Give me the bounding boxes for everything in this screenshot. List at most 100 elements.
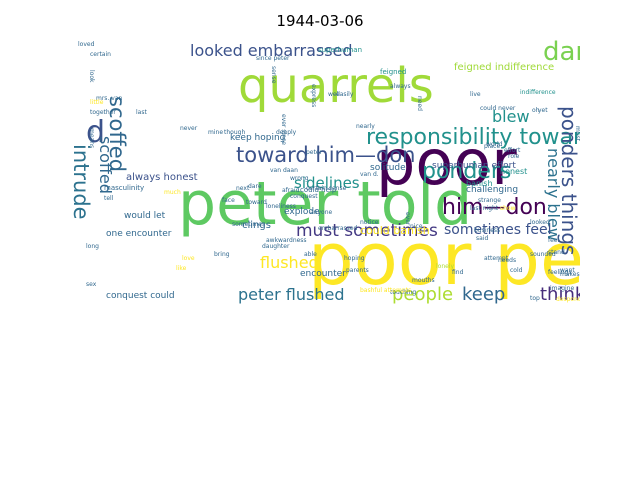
- word-feel: feel: [548, 237, 559, 244]
- word-able: able: [304, 251, 317, 258]
- word-could-banish: could banish: [360, 224, 430, 237]
- word-place: place: [484, 143, 500, 150]
- word-one-encounter: one encounter: [106, 229, 172, 239]
- word-challenging: challenging: [466, 185, 518, 195]
- word-looked: looked: [530, 219, 550, 226]
- word-scoffed: scoffed: [96, 136, 115, 194]
- word-thinker: thinker: [540, 284, 580, 305]
- word-blew: blew: [492, 107, 530, 126]
- word-never: never: [180, 125, 198, 132]
- word-wrong: wrong: [290, 175, 309, 182]
- word-top: top: [530, 295, 540, 302]
- word-together: together: [90, 109, 116, 116]
- word-business: business: [474, 227, 500, 234]
- word-toward: toward: [246, 199, 267, 206]
- word-long: long: [86, 243, 99, 250]
- word-dare: dare: [248, 183, 262, 190]
- word-attempt: attempt: [484, 255, 509, 262]
- word-mrs-van: mrs. van: [96, 95, 122, 102]
- word-ever-since: ever since: [280, 114, 287, 145]
- word-mouths: mouths: [412, 277, 435, 284]
- word-makes: makes: [560, 271, 580, 278]
- word-flushed: flushed: [260, 253, 319, 272]
- word-last: last: [136, 109, 147, 116]
- word-like: like: [176, 265, 187, 272]
- word-ever: ever: [404, 212, 411, 226]
- word-afraid: afraid: [282, 187, 300, 194]
- word-well: well: [328, 91, 340, 98]
- word-love: love: [182, 255, 195, 262]
- word-want: want: [560, 267, 575, 274]
- word-keep: keep: [462, 284, 505, 305]
- word-responsibility-toward: responsibility toward: [366, 125, 580, 150]
- word-next: next: [236, 185, 250, 192]
- word-embarrassed: embarrassed: [318, 225, 357, 232]
- word-van-daan: van daan: [270, 167, 298, 174]
- word-notice: notice: [360, 219, 379, 226]
- word-clings: clings: [242, 220, 271, 231]
- word-strange: strange: [478, 197, 501, 204]
- word-imagine: imagine: [550, 285, 574, 292]
- word-sidelines: sidelines: [294, 174, 360, 192]
- word-peter-told: peter told: [178, 169, 472, 239]
- word-always: always: [390, 83, 411, 90]
- word-look: look: [88, 70, 95, 83]
- word-anyone: anyone: [310, 209, 333, 216]
- word-peter: peter: [306, 149, 323, 156]
- word-ponders: ponders: [422, 159, 511, 184]
- word-world: world: [486, 141, 503, 148]
- word-live: live: [470, 91, 481, 98]
- word-must: must: [574, 126, 580, 142]
- word-honest: honest: [500, 167, 527, 176]
- word-oh: oh: [532, 107, 540, 114]
- word-find: find: [452, 269, 464, 276]
- word-conquest: conquest: [290, 193, 318, 200]
- word-tell: tell: [104, 195, 114, 202]
- word-dare-bring: dare bring: [543, 37, 580, 67]
- word-ponders-things: ponders things: [557, 106, 580, 255]
- word-nearly: nearly: [356, 123, 375, 130]
- word-scoffed: scoffed: [105, 96, 129, 172]
- word-loneliness: loneliness: [266, 203, 296, 210]
- word-lonely: lonely: [436, 263, 454, 270]
- word-certain-sense: certain sense: [306, 185, 347, 192]
- word-cloud: poor peterpeter told quarrels poorresponsi…: [69, 37, 580, 305]
- word-would-let: would let: [124, 211, 166, 221]
- word-quarrels: quarrels: [238, 58, 434, 114]
- word-easily: easily: [336, 91, 354, 98]
- word-nice: nice: [410, 223, 423, 230]
- word-toward-him-don: toward him—don: [236, 143, 415, 167]
- word-last-night: last night: [470, 205, 499, 212]
- word-sometimes-feel: sometimes feel: [444, 222, 552, 238]
- word-said: said: [476, 235, 488, 242]
- word-must-sometimes: must sometimes: [296, 221, 438, 241]
- word-explode: explode: [284, 207, 320, 217]
- word-people: people: [392, 284, 453, 305]
- word-sense: sense: [270, 66, 277, 84]
- word-need: need: [416, 96, 423, 111]
- word-means: means: [88, 128, 95, 148]
- word-poor-peter: poor peter: [308, 217, 580, 301]
- word-parents: parents: [346, 267, 369, 274]
- word-touching: touching: [390, 289, 416, 296]
- word-deeply: deeply: [276, 129, 297, 136]
- word-effort: effort: [504, 147, 521, 154]
- word-sex: sex: [86, 281, 97, 288]
- word-stand: stand: [548, 249, 565, 256]
- word-superhuman: superhuman: [318, 46, 362, 54]
- word-though: though: [224, 129, 245, 136]
- word-loved: loved: [78, 41, 95, 48]
- word-conquest-could: conquest could: [106, 291, 175, 301]
- word-always-honest: always honest: [126, 172, 198, 183]
- word-role: role: [508, 153, 520, 160]
- word-feigned-indifference: feigned indifference: [454, 62, 554, 73]
- word-encounter: encounter: [300, 269, 346, 279]
- chart-title: 1944-03-06: [276, 12, 364, 30]
- word-solitude: solitude: [370, 163, 406, 173]
- word-peter-flushed: peter flushed: [238, 285, 344, 304]
- word-cold: cold: [510, 267, 523, 274]
- word-show: show: [500, 205, 516, 212]
- word-needs: needs: [498, 257, 516, 264]
- word-feelings: feelings: [548, 269, 572, 276]
- word-daughter: daughter: [262, 243, 290, 250]
